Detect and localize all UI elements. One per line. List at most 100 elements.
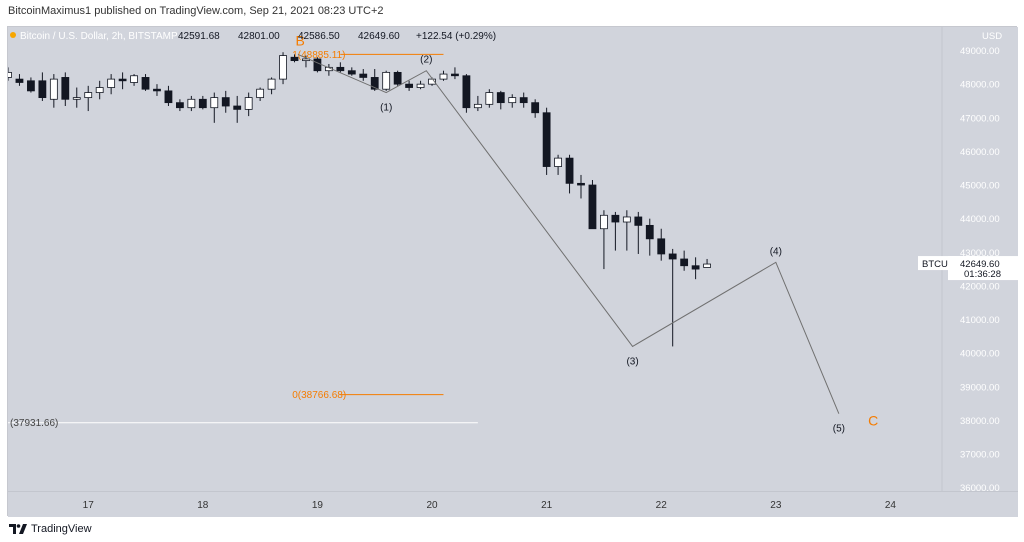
x-tick-label: 17 xyxy=(83,500,95,511)
ohlc-change: +122.54 (+0.29%) xyxy=(416,31,496,42)
candle-body xyxy=(462,75,471,109)
candle-body xyxy=(542,112,551,167)
support-line-label: (37931.66) xyxy=(10,418,58,429)
candle-body xyxy=(565,157,574,184)
y-tick-label: 48000.00 xyxy=(960,80,1000,91)
y-tick-label: 39000.00 xyxy=(960,382,1000,393)
x-tick-label: 22 xyxy=(656,500,668,511)
candle-body xyxy=(267,78,276,90)
candle-body xyxy=(38,80,47,99)
candle-body xyxy=(279,55,287,80)
candle-body xyxy=(72,97,81,100)
candle-body xyxy=(347,70,356,75)
candle-body xyxy=(221,97,230,107)
tradingview-logo[interactable]: TradingView xyxy=(9,522,92,536)
y-tick-label: 37000.00 xyxy=(960,450,1000,461)
wave-label: (4) xyxy=(770,246,782,257)
wave-label: (3) xyxy=(626,356,638,367)
y-tick-label: 47000.00 xyxy=(960,113,1000,124)
candle-body xyxy=(359,73,368,78)
y-tick-label: 45000.00 xyxy=(960,181,1000,192)
y-tick-label: 38000.00 xyxy=(960,416,1000,427)
candle-body xyxy=(668,253,677,260)
candle-body xyxy=(611,214,620,223)
candle-body xyxy=(496,92,505,104)
candle-body xyxy=(8,71,12,78)
candle-body xyxy=(634,216,643,226)
candle-body xyxy=(703,263,711,268)
candle-body xyxy=(61,77,70,100)
time-axis xyxy=(8,491,1018,517)
candle-body xyxy=(84,92,93,99)
countdown: 01:36:28 xyxy=(964,269,1001,280)
fib-level-label: 0(38766.68) xyxy=(292,390,346,401)
y-tick-label: 36000.00 xyxy=(960,483,1000,494)
y-tick-label: 46000.00 xyxy=(960,147,1000,158)
candle-body xyxy=(405,83,414,88)
candle-body xyxy=(588,184,597,230)
publisher-line: BitcoinMaximus1 published on TradingView… xyxy=(8,5,384,17)
candle-body xyxy=(336,66,345,72)
y-tick-label: 44000.00 xyxy=(960,214,1000,225)
btc-chart[interactable]: 49000.00 48000.00 47000.00 46000.00 45000.00… xyxy=(8,27,1018,517)
candle-body xyxy=(439,73,448,80)
wave-path xyxy=(297,53,840,414)
y-tick-label: 40000.00 xyxy=(960,349,1000,360)
abc-wave-label: B xyxy=(296,32,305,48)
candle-body xyxy=(233,105,242,110)
candle-body xyxy=(95,87,104,93)
y-tick-label: 49000.00 xyxy=(960,46,1000,57)
candle-body xyxy=(15,78,24,83)
y-tick-label: 41000.00 xyxy=(960,315,1000,326)
candle-body xyxy=(256,88,265,99)
tradingview-logo-icon xyxy=(9,524,27,534)
last-price: 42649.60 xyxy=(960,259,1000,270)
ohlc-value: 42586.50 xyxy=(298,31,340,42)
x-tick-label: 21 xyxy=(541,500,553,511)
candle-body xyxy=(176,102,184,109)
wave-label: (5) xyxy=(833,424,845,435)
candle-body xyxy=(680,258,689,267)
symbol-label: BTCUSD xyxy=(922,259,961,270)
candle-body xyxy=(657,238,666,255)
abc-wave-label: C xyxy=(868,412,878,428)
plot-area xyxy=(8,27,942,491)
candle-body xyxy=(508,97,517,104)
candle-body xyxy=(118,78,127,82)
candle-body xyxy=(198,98,207,109)
candle-body xyxy=(554,157,562,167)
chart-title: Bitcoin / U.S. Dollar, 2h, BITSTAMP xyxy=(20,31,178,42)
candle-body xyxy=(210,97,219,109)
candle-body xyxy=(451,73,459,77)
last-price-box xyxy=(948,256,1018,281)
candle-body xyxy=(473,103,482,109)
candle-body xyxy=(600,214,608,230)
candle-body xyxy=(519,97,528,104)
y-tick-label: 43000.00 xyxy=(960,248,1000,259)
candle-body xyxy=(290,56,299,62)
candle-body xyxy=(153,88,161,92)
ohlc-value: 42801.00 xyxy=(238,31,280,42)
candle-body xyxy=(645,224,654,240)
candle-body xyxy=(313,58,322,72)
wave-label: (1) xyxy=(380,103,392,114)
candle-body xyxy=(485,92,494,105)
x-tick-label: 23 xyxy=(770,500,782,511)
candle-body xyxy=(691,265,700,270)
y-tick-label: 42000.00 xyxy=(960,281,1000,292)
candle-body xyxy=(531,102,540,114)
tradingview-brand: TradingView xyxy=(31,523,92,535)
chart-frame[interactable]: 49000.00 48000.00 47000.00 46000.00 45000.00… xyxy=(7,26,1018,517)
fib-level-label: 1(48885.11) xyxy=(292,50,345,61)
wave-label: (2) xyxy=(420,55,432,66)
candle-body xyxy=(622,216,631,223)
symbol-dot xyxy=(10,32,16,38)
x-tick-label: 19 xyxy=(312,500,324,511)
candle-body xyxy=(577,182,585,186)
x-tick-label: 20 xyxy=(426,500,438,511)
candle-body xyxy=(370,77,379,90)
candle-body xyxy=(164,90,173,104)
candle-body xyxy=(49,78,58,100)
candle-body xyxy=(416,83,425,88)
x-tick-label: 24 xyxy=(885,500,897,511)
